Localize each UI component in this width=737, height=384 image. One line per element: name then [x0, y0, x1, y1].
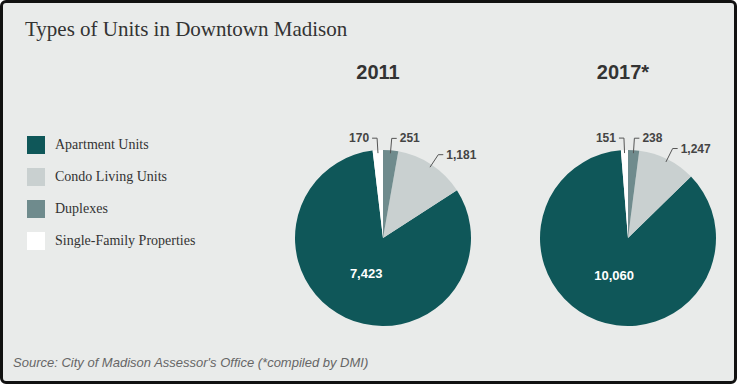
svg-text:151: 151	[596, 131, 616, 145]
html-text:2017*: 2017*	[596, 61, 650, 83]
svg-text:10,060: 10,060	[594, 268, 634, 283]
html-text:Condo Living Units: Condo Living Units	[55, 169, 167, 184]
html-text:Types of Units in Downtown Mad: Types of Units in Downtown Madison	[25, 17, 348, 41]
svg-text:170: 170	[349, 131, 369, 145]
svg-text:1,181: 1,181	[446, 148, 476, 162]
svg-text:238: 238	[642, 131, 662, 145]
svg-text:7,423: 7,423	[350, 266, 383, 281]
html-text:Duplexes: Duplexes	[55, 201, 108, 216]
html-text:Apartment Units: Apartment Units	[55, 137, 149, 152]
html-text:Single-Family Properties: Single-Family Properties	[55, 233, 196, 248]
html-text:2011: 2011	[356, 61, 400, 83]
html-text:Source: City of Madison Assess: Source: City of Madison Assessor's Offic…	[13, 355, 369, 370]
svg-text:1,247: 1,247	[681, 142, 711, 156]
svg-text:251: 251	[400, 131, 420, 145]
